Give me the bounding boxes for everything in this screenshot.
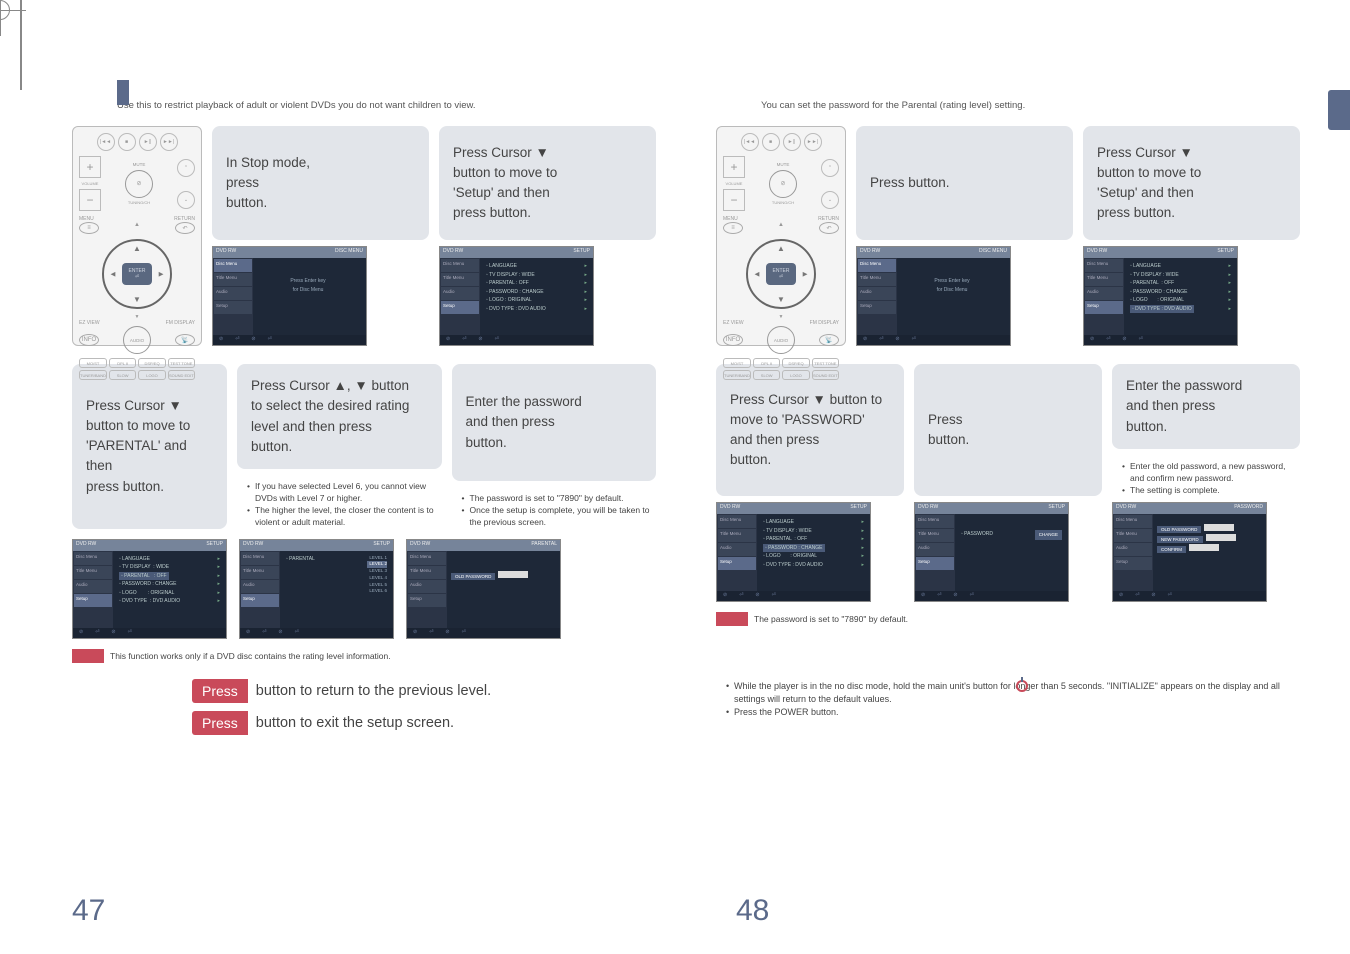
step3-col: Press Cursor ▼ button to move to 'PARENT… [72, 364, 227, 529]
remote-return-btn: ↶ [175, 222, 195, 234]
note-badge [72, 649, 104, 663]
r-dvd-thumb-password-hl: DVD RWSETUP Disc Menu Title Menu Audio S… [716, 502, 871, 602]
r-step4-box: Press button. [914, 364, 1102, 496]
note-row-left: This function works only if a DVD disc c… [72, 649, 656, 663]
remote-audio-btn: AUDIO [123, 326, 151, 354]
remote-vol-down: − [79, 189, 101, 211]
dvd-thumb-disc-menu: DVD RWDISC MENU Disc Menu Title Menu Aud… [212, 246, 367, 346]
remote-fmdisp-label: FM DISPLAY [166, 320, 195, 326]
side-tab [1328, 90, 1350, 130]
step4-bullets: If you have selected Level 6, you cannot… [237, 481, 442, 529]
r-dvd-thumb-pw-fields: DVD RWPASSWORD Disc Menu Title Menu Audi… [1112, 502, 1267, 602]
r-step4-col: Press button. DVD RWSETUP Disc Menu Titl… [914, 364, 1102, 602]
dvd-thumb-parental-off: DVD RWSETUP Disc Menu Title Menu Audio S… [72, 539, 227, 639]
reset-bullets: While the player is in the no disc mode,… [716, 680, 1300, 718]
dpad-right-icon: ► [157, 270, 165, 279]
r-step1-box: Press button. [856, 126, 1073, 240]
dpad-left-icon: ◄ [109, 270, 117, 279]
dpad-down-icon: ▼ [133, 295, 141, 304]
step4-col: Press Cursor ▲, ▼ button to select the d… [237, 364, 442, 529]
r-step3-col: Press Cursor ▼ button to move to 'PASSWO… [716, 364, 904, 602]
remote-vol-up: + [79, 156, 101, 178]
r-step3-box: Press Cursor ▼ button to move to 'PASSWO… [716, 364, 904, 496]
step2-col: Press Cursor ▼ button to move to 'Setup'… [439, 126, 656, 346]
remote-mute-btn: ⊘ [125, 170, 153, 198]
right-intro: You can set the password for the Parenta… [761, 100, 1300, 111]
step1-col: In Stop mode, press button. DVD RWDISC M… [212, 126, 429, 346]
row-2: Press Cursor ▼ button to move to 'PARENT… [72, 364, 656, 529]
press-exit-row: Press button to exit the setup screen. [192, 711, 656, 735]
step5-col: Enter the password and then press button… [452, 364, 657, 529]
r-step5-bullets: Enter the old password, a new password, … [1112, 461, 1300, 497]
note-badge-r [716, 612, 748, 626]
left-intro: Use this to restrict playback of adult o… [117, 100, 656, 111]
remote-ch-down: ⌄ [177, 191, 195, 209]
thumbs-row-2: DVD RWSETUP Disc Menu Title Menu Audio S… [72, 539, 656, 639]
crop-mark-top-center [0, 0, 10, 20]
r-dvd-thumb-change: DVD RWSETUP Disc Menu Title Menu Audio S… [914, 502, 1069, 602]
remote-vol-label: VOLUME [82, 181, 99, 186]
remote-btn-prev: |◄◄ [97, 133, 115, 151]
dvd-thumb-levels: DVD RWSETUP Disc Menu Title Menu Audio S… [239, 539, 394, 639]
remote-btn-play: ►|| [139, 133, 157, 151]
r-step5-col: Enter the password and then press button… [1112, 364, 1300, 602]
r-step5-box: Enter the password and then press button… [1112, 364, 1300, 449]
remote-ch-up: ⌃ [177, 159, 195, 177]
step5-bullets: The password is set to "7890" by default… [452, 493, 657, 529]
press-pill-1: Press [192, 679, 248, 703]
step1-l2: press [226, 173, 415, 193]
remote-control-illustration: |◄◄ ■ ►|| ►►| + VOLUME − MUTE ⊘ TUNING/C… [72, 126, 202, 346]
remote-control-illustration-r: |◄◄■►||►►| +VOLUME− MUTE⊘TUNING/CH ⌃⌄ ME… [716, 126, 846, 346]
page-left: Use this to restrict playback of adult o… [22, 0, 686, 954]
dvd-thumb-setup: DVD RWSETUP Disc Menu Title Menu Audio S… [439, 246, 594, 346]
press-return-row: Press button to return to the previous l… [192, 679, 656, 703]
r-dvd-thumb-disc-menu: DVD RWDISC MENU Disc Menu Title Menu Aud… [856, 246, 1011, 346]
step5-box: Enter the password and then press button… [452, 364, 657, 481]
remote-mute-label: MUTE [133, 162, 146, 167]
r-step1-col: Press button. DVD RWDISC MENU Disc Menu … [856, 126, 1073, 346]
step1-box: In Stop mode, press button. [212, 126, 429, 240]
remote-ezview-label: EZ VIEW [79, 320, 100, 326]
press-pill-2: Press [192, 711, 248, 735]
page-right: You can set the password for the Parenta… [686, 0, 1350, 954]
step1-l3: button. [226, 193, 415, 213]
remote-menu-btn: ≡ [79, 222, 99, 234]
note-row-right: The password is set to "7890" by default… [716, 612, 1300, 626]
step2-box: Press Cursor ▼ button to move to 'Setup'… [439, 126, 656, 240]
r-step2-col: Press Cursor ▼ button to move to 'Setup'… [1083, 126, 1300, 346]
remote-bottom-grid: MO/STDPL IIDSP/EQTEST TONE TUNER/BANDSLO… [79, 358, 195, 380]
step4-box: Press Cursor ▲, ▼ button to select the d… [237, 364, 442, 469]
step3-box: Press Cursor ▼ button to move to 'PARENT… [72, 364, 227, 529]
remote-btn-next: ►►| [160, 133, 178, 151]
page-num-right: 48 [736, 894, 1300, 928]
remote-dpad: ▲ ▼ ◄ ► ENTER⏎ [102, 239, 172, 309]
r-dvd-thumb-setup: DVD RWSETUP Disc Menu Title Menu Audio S… [1083, 246, 1238, 346]
dpad-up-icon: ▲ [133, 244, 141, 253]
row-1: |◄◄ ■ ►|| ►►| + VOLUME − MUTE ⊘ TUNING/C… [72, 126, 656, 346]
remote-dpad-up-sm: ▲ [134, 222, 140, 234]
r-row-1: |◄◄■►||►►| +VOLUME− MUTE⊘TUNING/CH ⌃⌄ ME… [716, 126, 1300, 346]
dvd-thumb-old-password: DVD RWPARENTAL Disc Menu Title Menu Audi… [406, 539, 561, 639]
remote-enter-btn: ENTER⏎ [122, 263, 152, 285]
r-row-2: Press Cursor ▼ button to move to 'PASSWO… [716, 364, 1300, 602]
remote-fm-btn: 📡 [175, 334, 195, 346]
remote-info-btn: INFO [79, 334, 99, 346]
accent-bar [117, 80, 129, 105]
step1-l1: In Stop mode, [226, 153, 415, 173]
page-num-left: 47 [72, 894, 105, 928]
r-step2-box: Press Cursor ▼ button to move to 'Setup'… [1083, 126, 1300, 240]
remote-btn-stop: ■ [118, 133, 136, 151]
remote-tuning-label: TUNING/CH [128, 200, 150, 205]
